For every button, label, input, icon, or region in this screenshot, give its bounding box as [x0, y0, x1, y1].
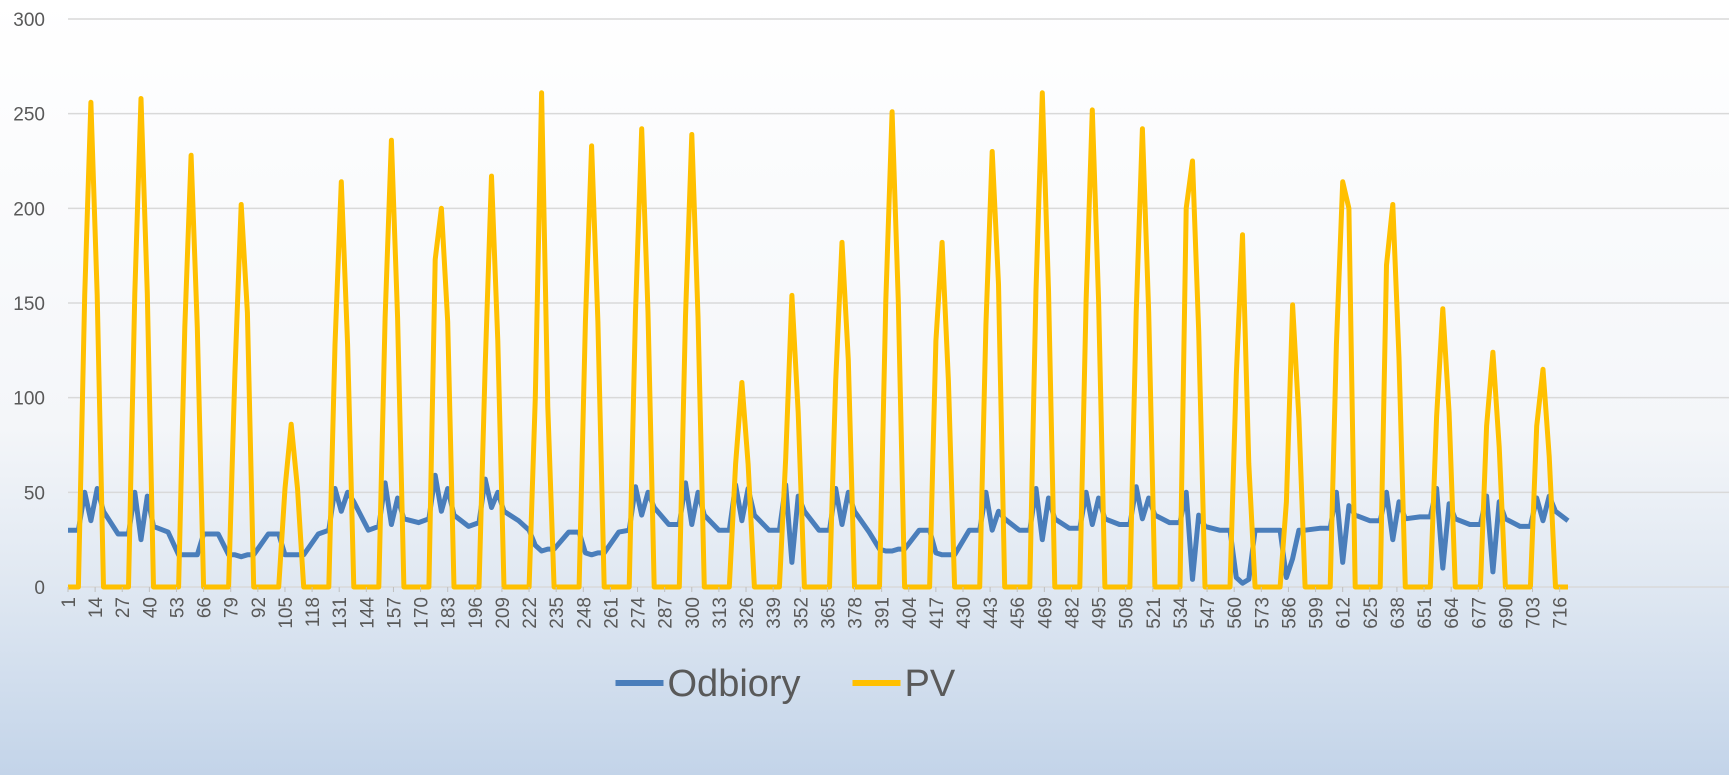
x-tick-label: 131 [330, 597, 351, 629]
y-tick-label: 50 [24, 483, 45, 504]
x-tick-label: 352 [791, 597, 812, 629]
x-tick-label: 495 [1090, 597, 1111, 629]
x-tick-label: 625 [1361, 597, 1382, 629]
x-tick-label: 586 [1279, 597, 1300, 629]
x-tick-label: 664 [1442, 597, 1463, 629]
x-tick-label: 547 [1198, 597, 1219, 629]
x-tick-label: 638 [1388, 597, 1409, 629]
x-tick-label: 118 [303, 597, 324, 627]
y-tick-label: 100 [13, 389, 45, 410]
x-tick-label: 573 [1252, 597, 1273, 629]
x-tick-label: 716 [1551, 597, 1572, 629]
x-tick-label: 508 [1117, 597, 1138, 629]
x-tick-label: 443 [981, 597, 1002, 629]
x-tick-label: 27 [113, 597, 134, 618]
y-tick-label: 200 [13, 199, 45, 220]
x-tick-label: 261 [601, 597, 622, 629]
x-tick-label: 560 [1225, 597, 1246, 629]
x-tick-label: 599 [1307, 597, 1328, 629]
legend-label: PV [905, 663, 956, 705]
x-tick-label: 105 [276, 597, 297, 629]
x-tick-label: 417 [927, 597, 948, 629]
legend-label: Odbiory [668, 663, 801, 705]
x-tick-label: 248 [574, 597, 595, 629]
x-tick-label: 92 [249, 597, 270, 618]
x-tick-label: 53 [167, 597, 188, 618]
x-tick-label: 196 [466, 597, 487, 629]
x-tick-label: 365 [818, 597, 839, 629]
x-tick-label: 14 [86, 597, 107, 619]
x-tick-label: 482 [1062, 597, 1083, 629]
x-tick-label: 339 [764, 597, 785, 629]
series-line [68, 90, 1568, 590]
x-tick-label: 66 [195, 597, 216, 618]
series-line [68, 472, 1570, 586]
x-tick-label: 287 [656, 597, 677, 629]
x-tick-label: 209 [493, 597, 514, 629]
x-tick-label: 222 [520, 597, 541, 629]
x-tick-label: 703 [1524, 597, 1545, 629]
x-tick-label: 612 [1334, 597, 1355, 629]
x-tick-label: 183 [439, 597, 460, 629]
x-tick-label: 521 [1144, 597, 1165, 629]
x-tick-label: 378 [846, 597, 867, 629]
x-tick-label: 1 [59, 597, 80, 608]
x-tick-label: 157 [384, 597, 405, 629]
x-tick-label: 651 [1415, 597, 1436, 629]
x-tick-label: 677 [1469, 597, 1490, 629]
x-tick-label: 391 [873, 597, 894, 629]
x-tick-label: 170 [412, 597, 433, 629]
y-tick-label: 250 [13, 105, 45, 126]
y-tick-label: 0 [34, 578, 45, 599]
x-tick-label: 40 [140, 597, 161, 618]
x-tick-label: 79 [222, 597, 243, 618]
x-tick-label: 274 [629, 597, 650, 629]
x-tick-label: 144 [357, 597, 378, 629]
x-tick-label: 430 [954, 597, 975, 629]
x-tick-label: 326 [737, 597, 758, 629]
x-tick-label: 404 [900, 597, 921, 629]
x-tick-label: 235 [547, 597, 568, 629]
y-tick-label: 300 [13, 10, 45, 31]
x-tick-label: 300 [683, 597, 704, 629]
x-tick-label: 534 [1171, 597, 1192, 629]
x-tick-label: 469 [1035, 597, 1056, 629]
y-tick-label: 150 [13, 294, 45, 315]
x-tick-label: 313 [710, 597, 731, 629]
x-tick-label: 456 [1008, 597, 1029, 629]
x-tick-label: 690 [1496, 597, 1517, 629]
